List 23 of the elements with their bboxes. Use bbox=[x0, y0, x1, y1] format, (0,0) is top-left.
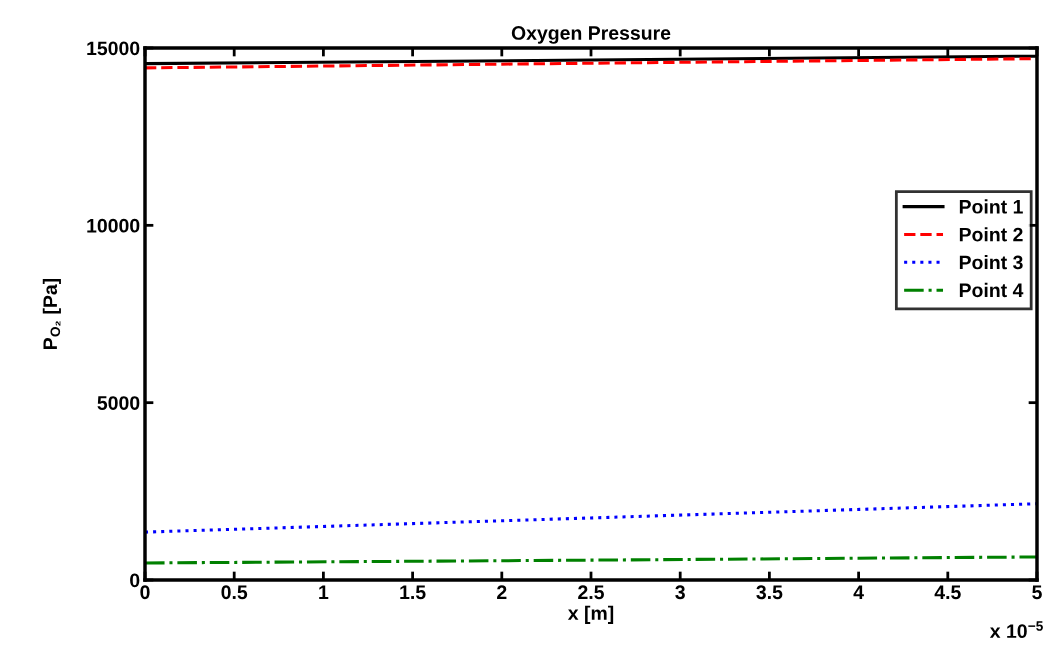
x-tick-label: 3.5 bbox=[756, 585, 783, 600]
chart-title: Oxygen Pressure bbox=[511, 26, 671, 44]
y-tick-label: 10000 bbox=[87, 218, 140, 233]
legend-label: Point 2 bbox=[959, 227, 1023, 242]
legend-label: Point 4 bbox=[959, 282, 1024, 298]
y-axis-title: P$_{O₂}$ [Pa] bbox=[42, 278, 61, 349]
x-tick-label: 2.5 bbox=[578, 585, 604, 600]
y-tick-label: 0 bbox=[130, 573, 140, 588]
legend-label: Point 3 bbox=[959, 255, 1023, 270]
x-tick-label: 0.5 bbox=[221, 585, 248, 600]
x-tick-label: 1.5 bbox=[400, 585, 426, 600]
x-axis-title: x [m] bbox=[567, 605, 614, 624]
x-tick-label: 3 bbox=[675, 585, 685, 600]
x-tick-label: 2 bbox=[497, 585, 507, 599]
text: x 10$^{−5}$ bbox=[989, 621, 1043, 639]
x-tick-label: 1 bbox=[319, 585, 329, 599]
legend-label: Point 1 bbox=[959, 199, 1023, 214]
x-tick-label: 5 bbox=[1032, 585, 1042, 600]
x-tick-label: 4.5 bbox=[934, 585, 961, 600]
x-tick-label: 0 bbox=[140, 585, 150, 600]
y-tick-label: 15000 bbox=[87, 41, 140, 56]
x-tick-label: 4 bbox=[853, 585, 864, 599]
y-tick-label: 5000 bbox=[97, 396, 140, 410]
